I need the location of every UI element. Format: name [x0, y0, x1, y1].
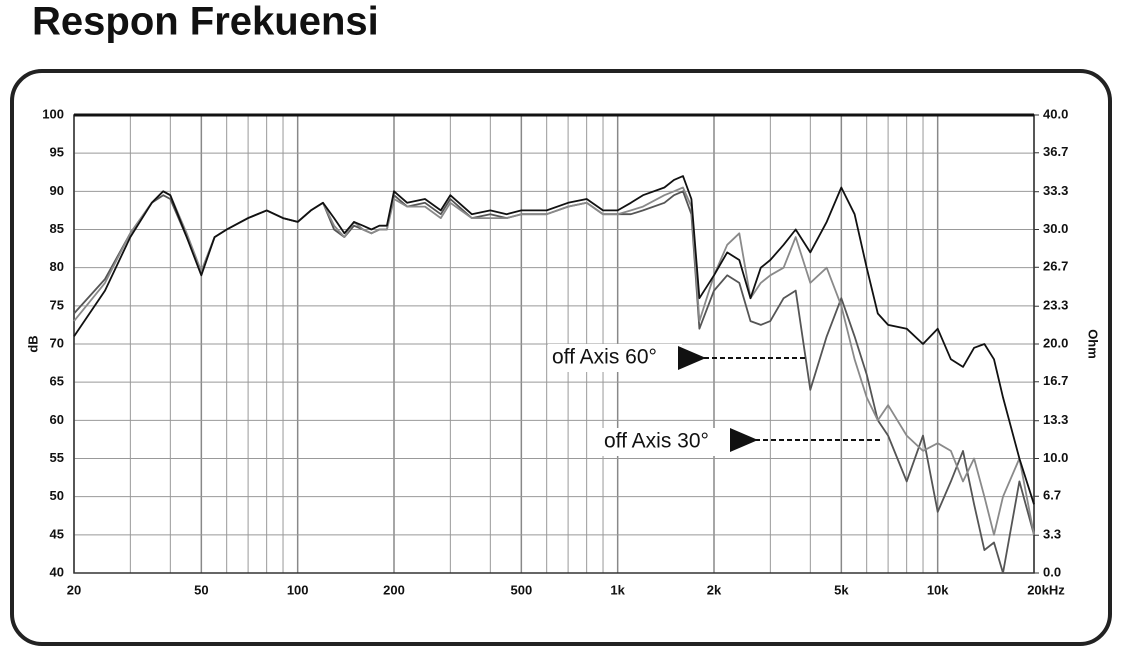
y2-tick-label: 16.7 [1043, 373, 1068, 388]
y2-tick-label: 30.0 [1043, 221, 1068, 236]
y2-tick-label: 40.0 [1043, 106, 1068, 121]
y2-tick-label: 13.3 [1043, 412, 1068, 427]
y-tick-label: 55 [50, 450, 64, 465]
x-tick-label: 1k [610, 582, 625, 597]
y-tick-label: 100 [42, 106, 64, 121]
y2-tick-label: 6.7 [1043, 488, 1061, 503]
y2-tick-label: 23.3 [1043, 298, 1068, 313]
x-tick-label: 20kHz [1027, 582, 1065, 597]
y-tick-label: 95 [50, 145, 64, 160]
y2-tick-label: 33.3 [1043, 183, 1068, 198]
x-tick-label: 5k [834, 582, 849, 597]
y-axis-label: dB [25, 335, 40, 352]
y-tick-label: 45 [50, 526, 64, 541]
y-tick-label: 60 [50, 412, 64, 427]
y-tick-label: 70 [50, 335, 64, 350]
y-tick-label: 85 [50, 221, 64, 236]
x-tick-label: 100 [287, 582, 309, 597]
frame [10, 69, 1112, 646]
y2-tick-label: 0.0 [1043, 564, 1061, 579]
y-tick-label: 90 [50, 183, 64, 198]
y2-tick-label: 10.0 [1043, 450, 1068, 465]
x-tick-label: 200 [383, 582, 405, 597]
y2-tick-label: 20.0 [1043, 335, 1068, 350]
x-tick-label: 500 [510, 582, 532, 597]
annotation-bg [600, 428, 734, 456]
y-tick-label: 65 [50, 374, 64, 389]
y-tick-label: 75 [50, 297, 64, 312]
y2-tick-label: 26.7 [1043, 259, 1068, 274]
chart-title: Respon Frekuensi [32, 0, 379, 44]
x-tick-label: 50 [194, 582, 208, 597]
x-tick-label: 2k [707, 582, 722, 597]
x-tick-label: 20 [67, 582, 81, 597]
annotation-bg [548, 344, 682, 372]
y2-tick-label: 3.3 [1043, 527, 1061, 542]
y-tick-label: 50 [50, 488, 64, 503]
y-tick-label: 80 [50, 259, 64, 274]
annotation: off Axis 30° [604, 430, 709, 453]
annotation: off Axis 60° [552, 346, 657, 369]
x-tick-label: 10k [927, 582, 949, 597]
y2-tick-label: 36.7 [1043, 144, 1068, 159]
series-line [73, 175, 1035, 505]
y2-axis-label: Ohm [1086, 329, 1101, 359]
y-tick-label: 40 [50, 564, 64, 579]
